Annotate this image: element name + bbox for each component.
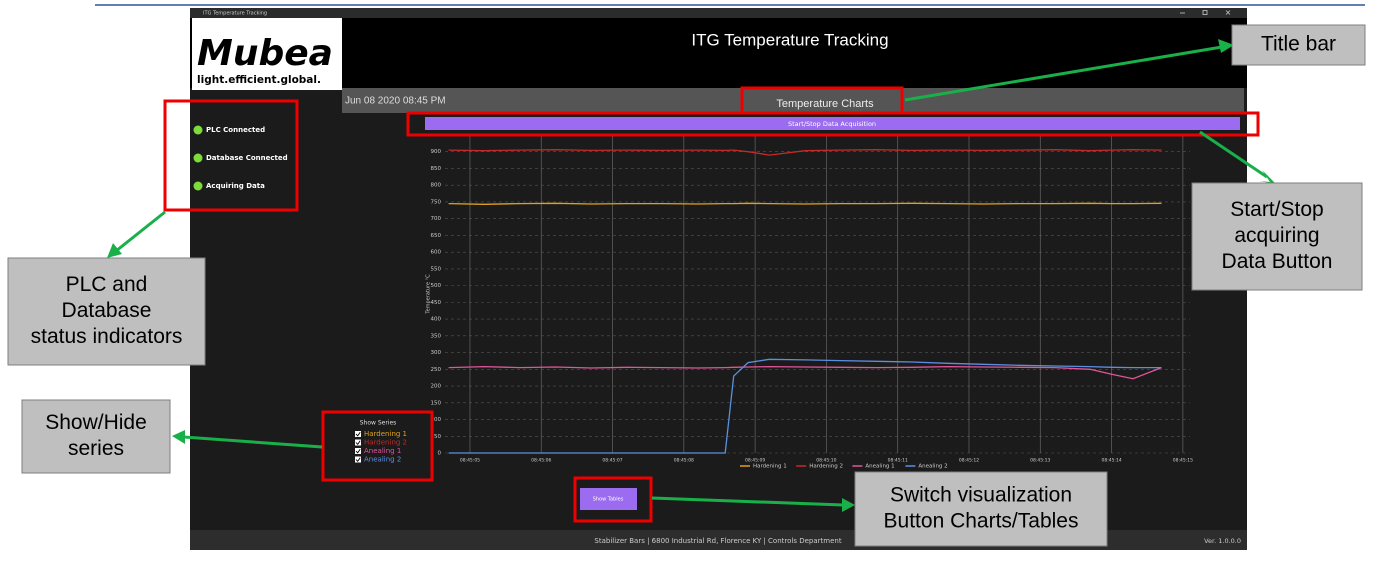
header bbox=[190, 18, 1247, 88]
chart: 0 50 100 150 200 250 300 350 400 450 500 550 600 650 7… bbox=[426, 135, 1193, 470]
callout-text: PLC and bbox=[66, 273, 148, 296]
callout-box bbox=[1231, 24, 1366, 66]
callout-box bbox=[1191, 182, 1363, 291]
callout-box bbox=[21, 399, 171, 474]
series-line bbox=[448, 202, 1162, 205]
callout-arrows bbox=[107, 39, 1276, 512]
series-line bbox=[448, 365, 1162, 380]
legend-label: Hardening 1 bbox=[753, 464, 787, 470]
acquisition-button[interactable] bbox=[425, 117, 1240, 130]
logo-tagline: light.efficient.global. bbox=[197, 74, 321, 86]
x-tick-label: 08:45:06 bbox=[531, 458, 551, 464]
status-dot bbox=[193, 153, 203, 163]
window-controls[interactable] bbox=[1180, 10, 1231, 15]
x-tick-label: 08:45:05 bbox=[460, 458, 480, 464]
show-series-title: Show Series bbox=[360, 420, 397, 427]
callout-text: status indicators bbox=[31, 325, 183, 348]
acquisition-button-label: Start/Stop Data Acquisition bbox=[788, 120, 876, 128]
logo: Mubea bbox=[197, 33, 333, 74]
x-tick-label: 08:45:12 bbox=[959, 458, 979, 464]
y-tick-label: 200 bbox=[431, 384, 442, 390]
tables-button[interactable] bbox=[580, 488, 637, 510]
window-title: ITG Temperature Tracking bbox=[203, 11, 267, 17]
callout-text: Title bar bbox=[1261, 33, 1336, 56]
y-tick-label: 750 bbox=[431, 199, 442, 205]
y-tick-label: 250 bbox=[431, 367, 442, 373]
callout-box bbox=[7, 257, 206, 366]
x-tick-label: 08:45:11 bbox=[888, 458, 908, 464]
series-checkbox[interactable] bbox=[355, 448, 361, 454]
x-tick-label: 08:45:10 bbox=[816, 458, 836, 464]
status-label: PLC Connected bbox=[206, 126, 265, 134]
series-toggle-label: Hardening 1 bbox=[364, 430, 407, 438]
y-axis-label: Temperature °C bbox=[426, 274, 432, 315]
series-toggle-label: Hardening 2 bbox=[364, 439, 407, 447]
legend-label: Anealing 1 bbox=[865, 464, 894, 470]
y-tick-label: 900 bbox=[431, 149, 442, 155]
logo-box bbox=[192, 18, 342, 90]
y-tick-label: 350 bbox=[431, 333, 442, 339]
header-title: ITG Temperature Tracking bbox=[691, 30, 888, 49]
y-tick-label: 550 bbox=[431, 266, 442, 272]
x-tick-label: 08:45:09 bbox=[745, 458, 765, 464]
callout-text: Database bbox=[62, 299, 152, 322]
section-title: Temperature Charts bbox=[776, 98, 874, 110]
x-tick-label: 08:45:13 bbox=[1030, 458, 1050, 464]
y-tick-label: 600 bbox=[431, 250, 442, 256]
y-tick-label: 0 bbox=[438, 451, 442, 457]
callout-text: Show/Hide bbox=[45, 411, 147, 434]
footer-address: Stabilizer Bars | 6800 Industrial Rd, Fl… bbox=[594, 537, 841, 545]
legend-label: Anealing 2 bbox=[918, 464, 947, 470]
y-tick-label: 650 bbox=[431, 233, 442, 239]
series-line bbox=[448, 149, 1162, 156]
footer-version: Ver. 1.0.0.0 bbox=[1204, 537, 1241, 545]
series-checkbox[interactable] bbox=[355, 431, 361, 437]
callout-text: Switch visualization bbox=[890, 484, 1072, 507]
highlight-boxes bbox=[163, 86, 1260, 523]
y-tick-label: 400 bbox=[431, 317, 442, 323]
callout-text: acquiring bbox=[1234, 224, 1319, 247]
status-label: Database Connected bbox=[206, 154, 288, 162]
x-tick-label: 08:45:07 bbox=[602, 458, 622, 464]
y-tick-label: 850 bbox=[431, 166, 442, 172]
status-label: Acquiring Data bbox=[206, 182, 265, 190]
series-checkbox[interactable] bbox=[355, 439, 361, 446]
checkmark bbox=[355, 440, 361, 446]
subheader bbox=[342, 88, 1244, 113]
y-tick-label: 800 bbox=[431, 183, 442, 189]
legend-label: Hardening 2 bbox=[809, 464, 843, 470]
callout-text: series bbox=[68, 437, 124, 460]
callout-text: Button Charts/Tables bbox=[884, 510, 1079, 533]
x-tick-label: 08:45:15 bbox=[1173, 458, 1193, 464]
checkmark bbox=[355, 449, 361, 454]
callout-text: Data Button bbox=[1222, 250, 1333, 273]
checkmark bbox=[355, 457, 361, 463]
annotations: Title bar Start/Stop acquiring Data Button P… bbox=[7, 24, 1366, 547]
y-tick-label: 450 bbox=[431, 300, 442, 306]
window-titlebar bbox=[190, 8, 1247, 18]
y-tick-label: 500 bbox=[431, 283, 442, 289]
status-dot bbox=[193, 181, 203, 191]
callout-box bbox=[854, 471, 1108, 547]
checkmark bbox=[355, 432, 361, 437]
tables-button-label: Show Tables bbox=[593, 497, 624, 503]
y-tick-label: 700 bbox=[431, 216, 442, 222]
series-toggle-label: Anealing 1 bbox=[364, 447, 401, 455]
y-tick-label: 150 bbox=[431, 400, 442, 406]
x-tick-label: 08:45:14 bbox=[1101, 458, 1121, 464]
series-checkbox[interactable] bbox=[355, 456, 361, 463]
status-dot bbox=[193, 125, 203, 135]
series-line bbox=[448, 358, 1162, 454]
y-tick-label: 50 bbox=[434, 434, 441, 440]
y-tick-label: 100 bbox=[431, 417, 442, 423]
x-tick-label: 08:45:08 bbox=[674, 458, 694, 464]
series-toggle-label: Anealing 2 bbox=[364, 456, 401, 464]
y-tick-label: 300 bbox=[431, 350, 442, 356]
datetime: Jun 08 2020 08:45 PM bbox=[345, 96, 446, 107]
callout-text: Start/Stop bbox=[1230, 198, 1323, 221]
